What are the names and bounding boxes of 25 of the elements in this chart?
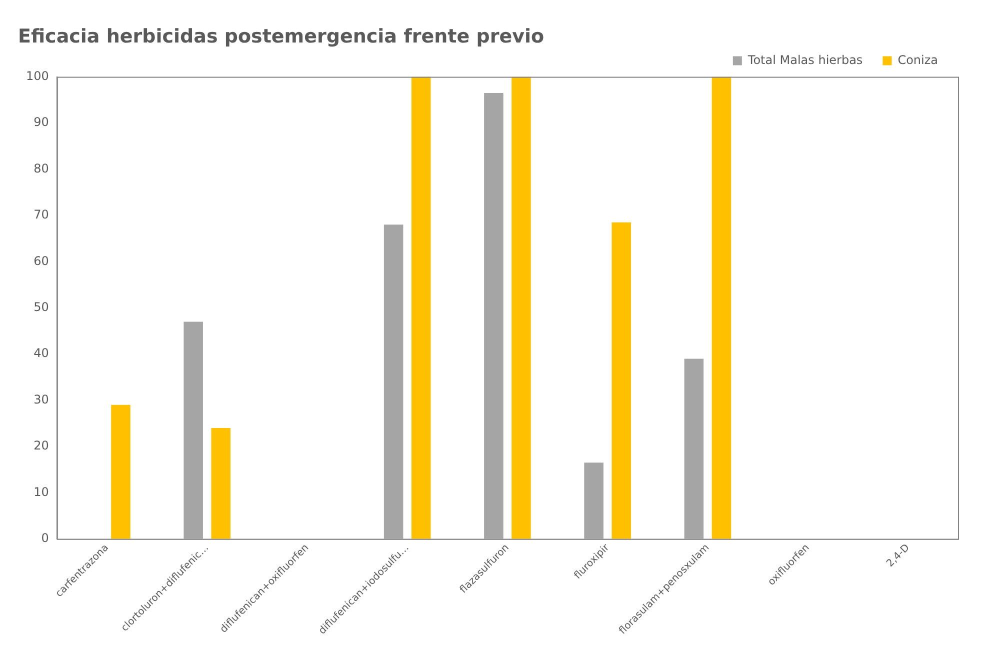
bar	[484, 92, 504, 539]
y-tick-label: 80	[34, 161, 49, 176]
y-tick-label: 10	[34, 484, 49, 499]
y-tick-label: 70	[34, 208, 49, 222]
legend-label: Coniza	[898, 52, 938, 67]
y-tick-label: 0	[41, 531, 49, 546]
bar	[111, 404, 130, 539]
bar	[612, 222, 631, 539]
y-tick-label: 60	[34, 254, 49, 268]
y-tick-label: 50	[34, 300, 49, 314]
bar	[384, 224, 404, 539]
bar	[184, 322, 203, 539]
bar	[211, 428, 230, 539]
bar	[411, 76, 431, 539]
legend-label: Total Malas hierbas	[746, 52, 863, 67]
bar	[512, 76, 531, 539]
bar	[584, 462, 604, 539]
chart-title: Eficacia herbicidas postemergencia frente previo	[18, 25, 544, 48]
bar	[684, 358, 704, 539]
y-tick-label: 20	[34, 438, 49, 453]
bar	[712, 76, 732, 539]
y-tick-label: 30	[34, 392, 49, 406]
y-tick-label: 100	[26, 68, 49, 83]
y-tick-label: 90	[34, 115, 49, 130]
y-tick-label: 40	[34, 346, 49, 360]
